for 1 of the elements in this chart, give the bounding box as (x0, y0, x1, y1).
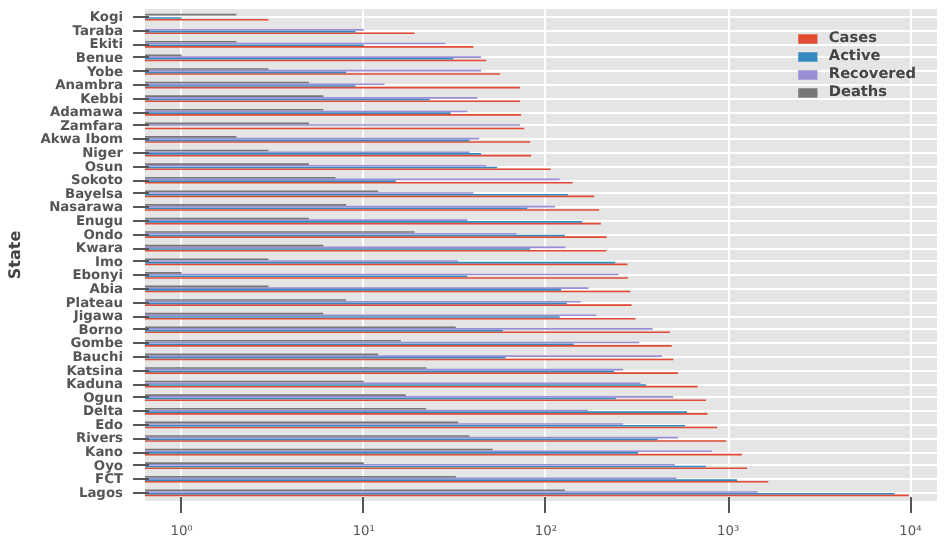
y-axis-title: State (6, 229, 25, 280)
